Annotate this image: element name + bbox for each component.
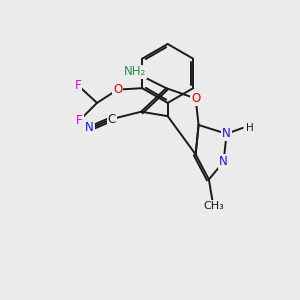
- Text: NH₂: NH₂: [124, 65, 146, 79]
- Text: CH₃: CH₃: [203, 201, 224, 211]
- Text: F: F: [76, 114, 83, 127]
- Text: N: N: [85, 122, 94, 134]
- Text: F: F: [74, 79, 81, 92]
- Text: C: C: [108, 112, 116, 126]
- Text: N: N: [219, 155, 228, 168]
- Text: N: N: [222, 127, 231, 140]
- Text: H: H: [246, 123, 254, 133]
- Text: O: O: [113, 83, 122, 96]
- Text: O: O: [191, 92, 200, 105]
